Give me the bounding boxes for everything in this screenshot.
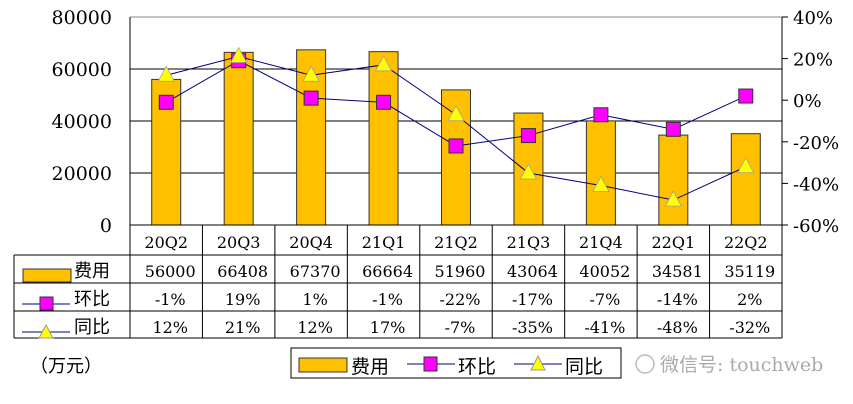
data-label: 66408 — [217, 262, 268, 281]
data-label: 12% — [152, 318, 188, 337]
triangle-marker — [374, 55, 393, 72]
data-label: 35119 — [724, 262, 775, 281]
category-label: 20Q2 — [144, 233, 188, 252]
bar-20Q3 — [223, 51, 254, 226]
data-label: -1% — [372, 290, 403, 309]
category-label: 21Q2 — [434, 233, 478, 252]
legend-label: 同比 — [565, 356, 603, 378]
legend-label: 环比 — [458, 356, 496, 378]
y-left-tick-label: 40000 — [52, 111, 112, 133]
data-label: 34581 — [652, 262, 703, 281]
square-marker — [520, 128, 536, 144]
data-label: 19% — [225, 290, 261, 309]
category-label: 21Q1 — [362, 233, 406, 252]
legend-key-triangle — [38, 323, 54, 339]
y-right-tick-label: 0% — [793, 91, 822, 112]
legend-label: 费用 — [351, 356, 389, 378]
row-header: 环比 — [74, 289, 110, 310]
square-marker — [158, 94, 174, 110]
triangle-marker — [230, 46, 248, 63]
y-left-tick-label: 20000 — [52, 163, 112, 185]
legend-triangle-key — [530, 354, 546, 371]
square-marker — [303, 90, 319, 106]
data-label: -1% — [155, 290, 186, 309]
data-label: 43064 — [507, 262, 558, 281]
row-header: 费用 — [74, 261, 110, 282]
bar-21Q4 — [585, 120, 616, 226]
row-header: 同比 — [74, 317, 110, 338]
category-label: 22Q2 — [724, 233, 768, 252]
category-label: 21Q3 — [507, 233, 551, 252]
triangle-marker — [157, 65, 175, 82]
unit-label: （万元） — [30, 356, 102, 377]
data-label: 40052 — [579, 262, 630, 281]
y-left-tick-label: 0 — [100, 215, 112, 237]
category-label: 22Q1 — [652, 233, 696, 252]
y-right-tick-label: 40% — [793, 8, 833, 29]
bar-22Q1 — [658, 134, 689, 226]
category-label: 20Q4 — [289, 233, 333, 252]
data-label: 2% — [737, 290, 762, 309]
wechat-icon — [635, 354, 655, 374]
triangle-marker — [664, 190, 682, 207]
data-label: 12% — [297, 318, 333, 337]
data-label: 21% — [225, 318, 261, 337]
y-right-tick-label: -20% — [793, 133, 839, 154]
y-left-tick-label: 80000 — [52, 7, 112, 29]
data-label: -35% — [512, 318, 553, 337]
data-label: -41% — [584, 318, 625, 337]
data-label: -48% — [657, 318, 698, 337]
data-label: 1% — [302, 290, 327, 309]
triangle-marker — [447, 105, 465, 122]
bar-22Q2 — [730, 133, 761, 226]
triangle-marker — [737, 157, 755, 174]
legend-bar-key — [298, 357, 348, 373]
bar-21Q1 — [368, 51, 399, 226]
category-label: 21Q4 — [579, 233, 623, 252]
legend-square-key — [423, 356, 438, 372]
y-left-tick-label: 60000 — [52, 59, 112, 81]
data-label: 51960 — [435, 262, 486, 281]
y-right-tick-label: 20% — [793, 50, 833, 71]
legend-key-square — [39, 296, 54, 311]
data-label: -7% — [589, 290, 620, 309]
data-label: -22% — [440, 290, 481, 309]
square-marker — [376, 94, 392, 110]
square-marker — [448, 138, 464, 154]
square-marker — [738, 88, 754, 104]
legend-key-bar — [22, 268, 72, 283]
data-label: -7% — [445, 318, 476, 337]
y-right-tick-label: -60% — [793, 216, 839, 237]
triangle-marker — [592, 175, 610, 192]
data-label: -17% — [512, 290, 553, 309]
watermark: 微信号: touchweb — [660, 354, 823, 376]
triangle-marker — [302, 65, 320, 82]
data-label: 67370 — [290, 262, 341, 281]
category-label: 20Q3 — [217, 233, 261, 252]
square-marker — [593, 107, 609, 123]
data-label: 56000 — [145, 262, 196, 281]
data-label: -14% — [657, 290, 698, 309]
triangle-marker — [519, 163, 538, 180]
y-right-tick-label: -40% — [793, 174, 839, 195]
data-label: -32% — [729, 318, 770, 337]
data-label: 17% — [370, 318, 406, 337]
square-marker — [665, 121, 681, 137]
data-label: 66664 — [362, 262, 413, 281]
